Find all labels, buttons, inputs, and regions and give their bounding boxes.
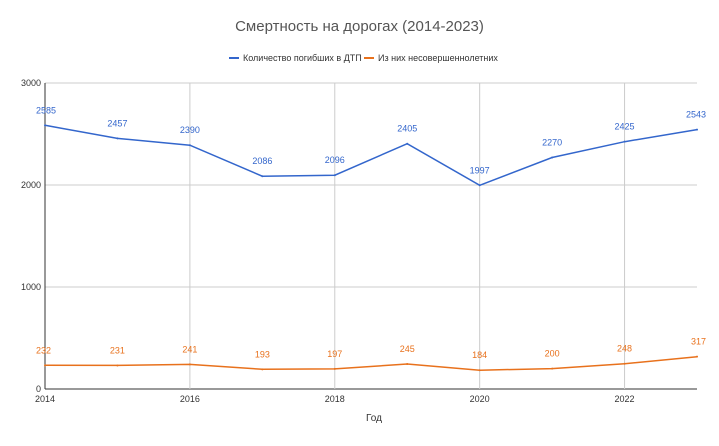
- series-line: [44, 355, 698, 371]
- data-label: 232: [36, 345, 51, 355]
- data-label: 184: [472, 350, 487, 360]
- data-label: 317: [691, 337, 706, 347]
- x-tick-label: 2020: [470, 394, 490, 404]
- data-point: [44, 364, 46, 367]
- data-point: [333, 174, 336, 177]
- legend-label: Из них несовершеннолетних: [378, 53, 498, 63]
- x-axis-title: Год: [366, 413, 382, 424]
- data-point: [261, 368, 264, 371]
- data-point: [116, 137, 119, 140]
- data-point: [478, 369, 481, 372]
- data-point: [551, 367, 554, 370]
- data-label: 2457: [107, 118, 127, 128]
- data-label: 231: [110, 345, 125, 355]
- data-point: [188, 363, 191, 366]
- data-point: [696, 355, 698, 358]
- y-tick-label: 2000: [21, 180, 41, 190]
- data-label: 2390: [180, 125, 200, 135]
- data-point: [696, 128, 698, 131]
- data-label: 245: [400, 344, 415, 354]
- data-label: 193: [255, 349, 270, 359]
- data-label: 241: [182, 344, 197, 354]
- data-label: 2086: [252, 156, 272, 166]
- data-point: [623, 140, 626, 143]
- y-tick-label: 0: [36, 384, 41, 394]
- data-label: 2405: [397, 124, 417, 134]
- data-label: 197: [327, 349, 342, 359]
- data-label: 200: [545, 349, 560, 359]
- legend-label: Количество погибших в ДТП: [243, 53, 362, 63]
- x-tick-label: 2022: [615, 394, 635, 404]
- data-label: 248: [617, 344, 632, 354]
- data-label: 2585: [36, 105, 56, 115]
- y-tick-label: 3000: [21, 78, 41, 88]
- data-point: [116, 364, 119, 367]
- data-label: 2270: [542, 137, 562, 147]
- data-label: 2543: [686, 110, 706, 120]
- series-line: [44, 124, 698, 187]
- data-point: [623, 362, 626, 365]
- data-label: 1997: [470, 165, 490, 175]
- x-tick-label: 2018: [325, 394, 345, 404]
- data-point: [406, 363, 409, 366]
- data-point: [333, 367, 336, 370]
- x-tick-label: 2016: [180, 394, 200, 404]
- data-point: [261, 175, 264, 178]
- data-point: [551, 156, 554, 159]
- data-label: 2425: [615, 122, 635, 132]
- data-point: [188, 144, 191, 147]
- data-label: 2096: [325, 155, 345, 165]
- chart-title: Смертность на дорогах (2014-2023): [235, 18, 484, 35]
- data-point: [44, 124, 46, 127]
- data-point: [478, 184, 481, 187]
- x-tick-label: 2014: [35, 394, 55, 404]
- y-tick-label: 1000: [21, 282, 41, 292]
- data-point: [406, 142, 409, 145]
